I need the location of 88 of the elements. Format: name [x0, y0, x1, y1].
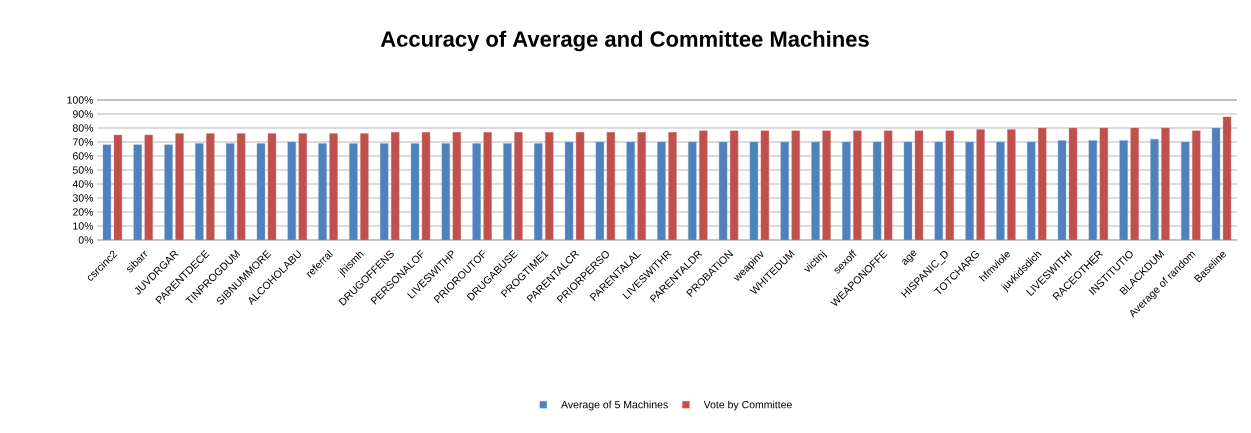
y-tick-label: 70%	[73, 138, 94, 146]
bar	[1181, 141, 1190, 240]
bar	[1099, 127, 1109, 240]
bar	[842, 141, 851, 240]
bar	[1007, 129, 1016, 240]
y-tick-label: 10%	[73, 222, 94, 230]
legend-label: Vote by Committee	[703, 400, 792, 411]
bar	[318, 143, 327, 240]
bar	[657, 141, 666, 240]
bar	[421, 131, 431, 240]
bar	[164, 144, 173, 240]
bar	[749, 141, 759, 240]
bar	[452, 131, 462, 240]
bar	[699, 130, 708, 240]
y-tick-label: 80%	[72, 124, 94, 132]
y-tick-label: 0%	[78, 236, 94, 244]
bar	[472, 143, 481, 240]
bar	[1161, 127, 1170, 240]
bar	[780, 141, 789, 240]
bar	[668, 131, 677, 240]
bar	[811, 141, 820, 240]
bar	[133, 144, 142, 240]
bar	[718, 141, 728, 240]
bar	[483, 131, 492, 240]
bar	[329, 133, 338, 240]
bar	[225, 143, 235, 240]
bar	[256, 143, 266, 240]
bar	[934, 141, 943, 240]
bar	[791, 130, 800, 240]
bar	[1211, 127, 1221, 240]
y-tick-label: 30%	[72, 194, 94, 202]
bar	[688, 141, 697, 240]
bar	[626, 141, 635, 240]
bar	[545, 131, 554, 240]
bar	[903, 141, 913, 240]
bar	[441, 143, 451, 240]
y-tick-label: 50%	[72, 166, 94, 174]
bar	[1222, 116, 1232, 240]
bar	[883, 130, 893, 240]
bar	[1068, 127, 1078, 240]
bar	[729, 130, 739, 240]
y-tick-label: 90%	[72, 110, 94, 118]
bar	[914, 130, 924, 240]
bar	[360, 133, 369, 240]
bar	[287, 141, 296, 240]
bar	[945, 130, 954, 240]
bar	[595, 141, 605, 240]
bar	[380, 143, 389, 240]
bar	[410, 143, 420, 240]
bar	[534, 143, 543, 240]
bar	[102, 144, 112, 240]
bar	[144, 134, 153, 240]
bar	[1027, 141, 1036, 240]
bar	[760, 130, 770, 240]
bar	[1150, 138, 1159, 240]
y-tick-label: 20%	[73, 208, 94, 216]
bar	[575, 131, 585, 240]
bar	[1057, 140, 1067, 240]
bar	[564, 141, 574, 240]
bar	[1130, 127, 1139, 240]
bar	[175, 133, 184, 240]
bar	[872, 141, 882, 240]
bar	[1192, 130, 1201, 240]
bar	[1038, 127, 1047, 240]
bar	[514, 131, 523, 240]
legend-label: Average of 5 Machines	[561, 400, 668, 411]
bar	[206, 133, 215, 240]
bar	[606, 131, 616, 240]
bar	[996, 141, 1005, 240]
bar	[298, 133, 307, 240]
bar	[195, 143, 204, 240]
chart-title: Accuracy of Average and Committee Machines	[380, 30, 869, 52]
bar	[1119, 140, 1128, 240]
bar	[267, 133, 277, 240]
y-tick-label: 100%	[67, 96, 94, 104]
bar	[349, 143, 358, 240]
bar	[976, 129, 985, 240]
bar	[637, 131, 646, 240]
bar	[113, 134, 123, 240]
y-tick-label: 40%	[72, 180, 94, 188]
bar	[236, 133, 246, 240]
y-tick-label: 60%	[73, 152, 94, 160]
bar	[965, 141, 974, 240]
bar	[391, 131, 400, 240]
bar	[853, 130, 862, 240]
bar	[503, 143, 512, 240]
bar	[822, 130, 831, 240]
bar	[1088, 140, 1098, 240]
